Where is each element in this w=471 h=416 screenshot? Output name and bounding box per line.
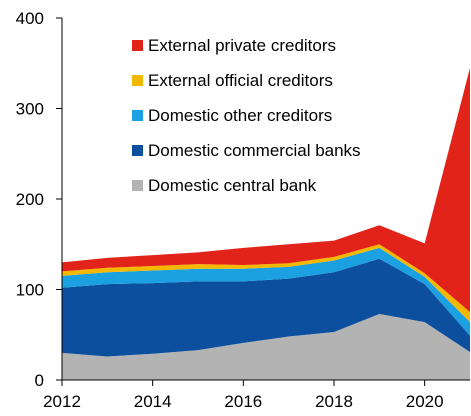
legend-swatch-domestic-other-creditors bbox=[132, 110, 143, 121]
legend-label-domestic-central-bank: Domestic central bank bbox=[148, 176, 317, 195]
x-ticks: 2012 2014 2016 2018 2020 bbox=[43, 380, 444, 411]
y-tick-label: 0 bbox=[35, 371, 44, 390]
legend-swatch-domestic-commercial-banks bbox=[132, 145, 143, 156]
legend-label-domestic-commercial-banks: Domestic commercial banks bbox=[148, 141, 361, 160]
area-external-private-creditors bbox=[62, 67, 470, 313]
legend-swatch-external-official-creditors bbox=[132, 75, 143, 86]
legend-swatch-external-private-creditors bbox=[132, 40, 143, 51]
y-ticks: 0 100 200 300 400 bbox=[16, 9, 62, 390]
x-tick-label: 2014 bbox=[134, 392, 172, 411]
legend-label-domestic-other-creditors: Domestic other creditors bbox=[148, 106, 332, 125]
x-tick-label: 2020 bbox=[406, 392, 444, 411]
area-domestic-central-bank bbox=[62, 313, 470, 380]
x-tick-label: 2018 bbox=[315, 392, 353, 411]
area-layer bbox=[62, 67, 470, 380]
y-tick-label: 300 bbox=[16, 100, 44, 119]
y-tick-label: 200 bbox=[16, 190, 44, 209]
legend-label-external-private-creditors: External private creditors bbox=[148, 36, 336, 55]
x-tick-label: 2016 bbox=[224, 392, 262, 411]
legend-label-external-official-creditors: External official creditors bbox=[148, 71, 333, 90]
area-domestic-commercial-banks bbox=[62, 258, 470, 357]
legend-swatch-domestic-central-bank bbox=[132, 180, 143, 191]
x-tick-label: 2012 bbox=[43, 392, 81, 411]
y-tick-label: 100 bbox=[16, 281, 44, 300]
y-tick-label: 400 bbox=[16, 9, 44, 28]
legend: External private creditors External offic… bbox=[132, 36, 361, 195]
